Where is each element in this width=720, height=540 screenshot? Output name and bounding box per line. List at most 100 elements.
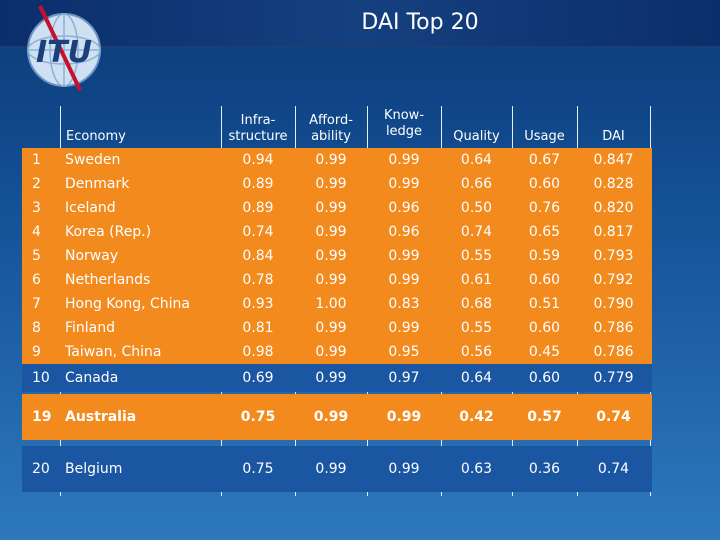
table-row: 3 Iceland 0.89 0.99 0.96 0.50 0.76 0.820 — [22, 196, 652, 220]
dai-cell: 0.847 — [593, 152, 634, 168]
itu-logo-icon: ITU — [27, 5, 101, 91]
dai-cell: 0.786 — [593, 344, 634, 360]
economy-cell: Denmark — [65, 176, 130, 192]
know-cell: 0.99 — [388, 461, 420, 477]
usage-cell: 0.36 — [528, 461, 561, 477]
quality-cell: 0.56 — [460, 344, 493, 360]
dai-cell: 0.817 — [593, 224, 634, 240]
table-row: 20 Belgium 0.75 0.99 0.99 0.63 0.36 0.74 — [22, 446, 652, 492]
table-row: 19 Australia 0.75 0.99 0.99 0.42 0.57 0.… — [22, 394, 652, 440]
afford-cell: 0.99 — [315, 272, 347, 288]
rank-cell: 3 — [32, 200, 41, 216]
economy-cell: Sweden — [65, 152, 121, 168]
afford-cell: 0.99 — [315, 176, 347, 192]
rank-cell: 20 — [32, 461, 50, 477]
usage-cell: 0.60 — [528, 176, 561, 192]
table-row: 7 Hong Kong, China 0.93 1.00 0.83 0.68 0… — [22, 292, 652, 316]
infra-cell: 0.89 — [242, 200, 274, 216]
rank-cell: 6 — [32, 272, 41, 288]
usage-cell: 0.60 — [528, 370, 561, 386]
afford-cell: 0.99 — [315, 200, 347, 216]
economy-cell: Norway — [65, 248, 119, 264]
usage-cell: 0.59 — [528, 248, 561, 264]
quality-cell: 0.64 — [460, 152, 493, 168]
table-header: Economy Infra- structure Afford- ability… — [22, 106, 652, 148]
usage-cell: 0.65 — [528, 224, 561, 240]
afford-cell: 0.99 — [315, 224, 347, 240]
table-row: 9 Taiwan, China 0.98 0.99 0.95 0.56 0.45… — [22, 340, 652, 364]
know-cell: 0.83 — [388, 296, 420, 312]
infra-cell: 0.69 — [242, 370, 274, 386]
page-title: DAI Top 20 — [361, 10, 479, 35]
dai-cell: 0.74 — [596, 409, 631, 425]
economy-cell: Iceland — [65, 200, 116, 216]
dai-cell: 0.820 — [593, 200, 634, 216]
infra-cell: 0.84 — [242, 248, 274, 264]
infra-cell: 0.75 — [240, 409, 276, 425]
header-infrastructure: Infra- structure — [228, 113, 288, 144]
economy-cell: Hong Kong, China — [65, 296, 191, 312]
economy-cell: Belgium — [65, 461, 123, 477]
itu-logo-text: ITU — [36, 35, 92, 70]
dai-cell: 0.828 — [593, 176, 634, 192]
quality-cell: 0.55 — [460, 320, 493, 336]
know-cell: 0.99 — [388, 152, 420, 168]
know-cell: 0.95 — [388, 344, 420, 360]
know-cell: 0.99 — [388, 272, 420, 288]
header-economy: Economy — [66, 129, 126, 144]
quality-cell: 0.42 — [459, 409, 494, 425]
infra-cell: 0.98 — [242, 344, 274, 360]
afford-cell: 0.99 — [313, 409, 349, 425]
usage-cell: 0.45 — [528, 344, 561, 360]
know-cell: 0.99 — [386, 409, 422, 425]
rank-cell: 2 — [32, 176, 41, 192]
header-usage: Usage — [524, 129, 565, 144]
afford-cell: 0.99 — [315, 344, 347, 360]
quality-cell: 0.63 — [460, 461, 493, 477]
infra-cell: 0.78 — [242, 272, 274, 288]
rank-cell: 7 — [32, 296, 41, 312]
header-knowledge: Know- ledge — [383, 108, 425, 139]
usage-cell: 0.76 — [528, 200, 561, 216]
dai-cell: 0.792 — [593, 272, 634, 288]
table-row: 1 Sweden 0.94 0.99 0.99 0.64 0.67 0.847 — [22, 148, 652, 172]
know-cell: 0.96 — [388, 224, 420, 240]
rank-cell: 1 — [32, 152, 41, 168]
rank-cell: 8 — [32, 320, 41, 336]
afford-cell: 0.99 — [315, 370, 347, 386]
quality-cell: 0.61 — [460, 272, 493, 288]
dai-cell: 0.786 — [593, 320, 634, 336]
quality-cell: 0.66 — [460, 176, 493, 192]
rank-cell: 9 — [32, 344, 41, 360]
know-cell: 0.99 — [388, 248, 420, 264]
table-row: 4 Korea (Rep.) 0.74 0.99 0.96 0.74 0.65 … — [22, 220, 652, 244]
afford-cell: 0.99 — [315, 320, 347, 336]
header-dai: DAI — [602, 129, 625, 144]
quality-cell: 0.64 — [460, 370, 493, 386]
usage-cell: 0.51 — [528, 296, 561, 312]
dai-cell: 0.74 — [597, 461, 630, 477]
quality-cell: 0.68 — [460, 296, 493, 312]
infra-cell: 0.93 — [242, 296, 274, 312]
table-row: 5 Norway 0.84 0.99 0.99 0.55 0.59 0.793 — [22, 244, 652, 268]
afford-cell: 0.99 — [315, 461, 347, 477]
usage-cell: 0.57 — [527, 409, 562, 425]
rank-cell: 4 — [32, 224, 41, 240]
economy-cell: Korea (Rep.) — [65, 224, 152, 240]
header-quality: Quality — [453, 129, 500, 144]
infra-cell: 0.89 — [242, 176, 274, 192]
afford-cell: 0.99 — [315, 248, 347, 264]
dai-cell: 0.793 — [593, 248, 634, 264]
infra-cell: 0.74 — [242, 224, 274, 240]
know-cell: 0.97 — [388, 370, 420, 386]
know-cell: 0.99 — [388, 320, 420, 336]
usage-cell: 0.67 — [528, 152, 561, 168]
economy-cell: Australia — [65, 409, 137, 425]
dai-cell: 0.779 — [593, 370, 634, 386]
afford-cell: 1.00 — [315, 296, 347, 312]
afford-cell: 0.99 — [315, 152, 347, 168]
infra-cell: 0.81 — [242, 320, 274, 336]
know-cell: 0.99 — [388, 176, 420, 192]
table-row: 10 Canada 0.69 0.99 0.97 0.64 0.60 0.779 — [22, 364, 652, 392]
table-row: 6 Netherlands 0.78 0.99 0.99 0.61 0.60 0… — [22, 268, 652, 292]
